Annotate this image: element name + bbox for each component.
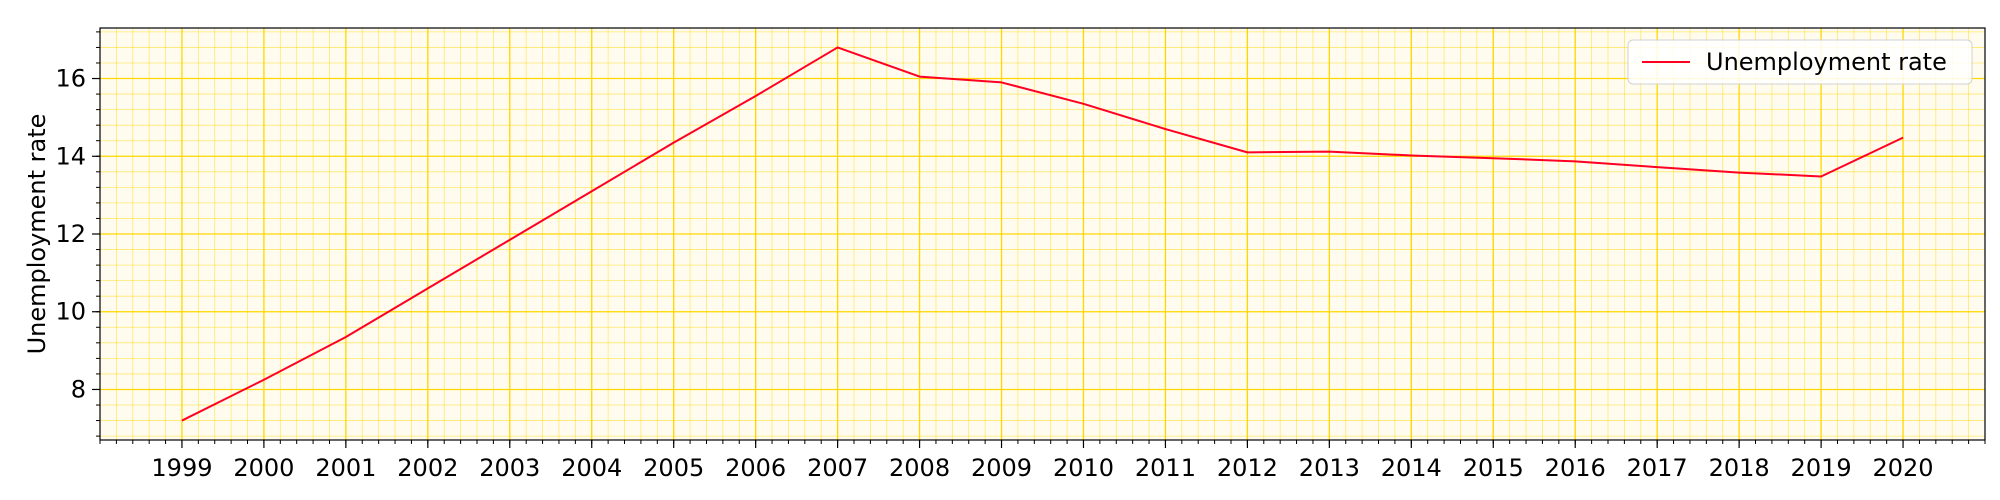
y-tick-label: 16 bbox=[55, 65, 86, 93]
legend-label: Unemployment rate bbox=[1706, 48, 1947, 76]
x-tick-label: 2003 bbox=[479, 454, 540, 482]
x-tick-label: 2007 bbox=[807, 454, 868, 482]
x-tick-label: 2002 bbox=[397, 454, 458, 482]
y-tick-label: 10 bbox=[55, 298, 86, 326]
x-axis-tick-labels: 1999 2000 2001 2002 2003 2004 2005 2006 2007 2008… bbox=[151, 454, 1933, 482]
x-tick-label: 2004 bbox=[561, 454, 622, 482]
x-tick-label: 2011 bbox=[1135, 454, 1196, 482]
x-tick-label: 1999 bbox=[151, 454, 212, 482]
y-axis-label: Unemployment rate bbox=[23, 114, 51, 355]
y-tick-label: 8 bbox=[71, 375, 86, 403]
x-tick-label: 2010 bbox=[1053, 454, 1114, 482]
x-tick-label: 2008 bbox=[889, 454, 950, 482]
x-tick-label: 2015 bbox=[1463, 454, 1524, 482]
x-tick-label: 2000 bbox=[233, 454, 294, 482]
series-layer bbox=[181, 46, 1904, 422]
x-tick-label: 2018 bbox=[1709, 454, 1770, 482]
y-tick-label: 12 bbox=[55, 220, 86, 248]
x-tick-label: 2016 bbox=[1545, 454, 1606, 482]
legend-box bbox=[1627, 39, 1973, 85]
x-tick-label: 2020 bbox=[1873, 454, 1934, 482]
series-line-unemployment-rate bbox=[181, 46, 1904, 422]
y-tick-label: 14 bbox=[55, 142, 86, 170]
legend: Unemployment rate bbox=[1627, 39, 1973, 85]
x-tick-label: 2006 bbox=[725, 454, 786, 482]
plot-frame bbox=[99, 27, 1986, 441]
x-tick-label: 2001 bbox=[315, 454, 376, 482]
x-tick-label: 2005 bbox=[643, 454, 704, 482]
axis-ticks bbox=[92, 31, 1986, 448]
y-axis-tick-labels: 8 10 12 14 16 bbox=[55, 65, 86, 404]
x-tick-label: 2013 bbox=[1299, 454, 1360, 482]
x-tick-label: 2012 bbox=[1217, 454, 1278, 482]
x-tick-label: 2017 bbox=[1627, 454, 1688, 482]
x-tick-label: 2014 bbox=[1381, 454, 1442, 482]
x-tick-label: 2009 bbox=[971, 454, 1032, 482]
x-tick-label: 2019 bbox=[1791, 454, 1852, 482]
